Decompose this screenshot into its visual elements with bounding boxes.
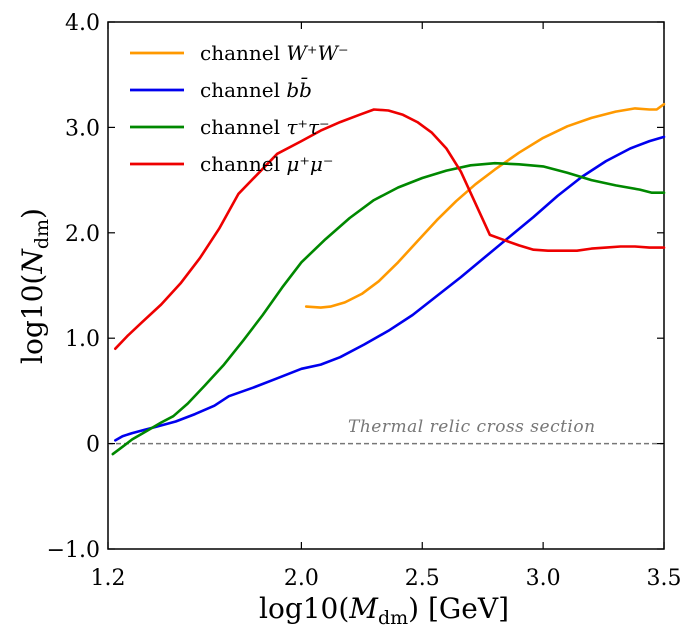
legend-prefix: channel [200,152,286,176]
plot-frame [107,21,665,550]
legend-prefix: channel [200,78,286,102]
legend-prefix: channel [200,41,286,65]
legend-label-1: channel bb̄ [200,77,312,102]
legend-label-0: channel W⁺W⁻ [200,41,349,65]
series-line-1 [114,135,666,442]
thermal-relic-annotation: Thermal relic cross section [348,417,596,437]
y-tick-label: 0 [86,433,100,458]
y-tick-label: 4.0 [65,11,100,36]
series-layer [111,102,666,456]
x-tick-label: 1.2 [91,566,126,591]
y-tick-label: 2.0 [65,222,100,247]
legend-math: τ⁺τ⁻ [286,115,329,139]
legend-math: W⁺W⁻ [286,41,348,65]
series-line-2 [111,161,666,456]
legend: channel W⁺W⁻channel bb̄channel τ⁺τ⁻chann… [130,41,349,176]
ticks-layer: 1.2 2.0 2.5 3.0 3.5 −1.0 0 1.0 2.0 3.0 4.0 [47,11,682,591]
x-tick-label: 2.5 [405,566,440,591]
y-axis-title: log10(Ndm) [16,208,53,364]
x-tick-label: 3.5 [647,566,682,591]
x-axis-title: log10(Mdm) [GeV] [259,592,509,629]
series-line-3 [114,108,666,350]
legend-math: μ⁺μ⁻ [286,152,333,176]
legend-prefix: channel [200,115,286,139]
legend-label-2: channel τ⁺τ⁻ [200,115,330,139]
x-tick-label: 2.0 [284,566,319,591]
series-line-0 [304,102,666,309]
legend-label-3: channel μ⁺μ⁻ [200,152,333,176]
y-tick-label: −1.0 [47,538,100,563]
y-tick-label: 1.0 [65,327,100,352]
x-tick-label: 3.0 [526,566,561,591]
legend-math: bb̄ [286,77,312,102]
y-tick-label: 3.0 [65,116,100,141]
